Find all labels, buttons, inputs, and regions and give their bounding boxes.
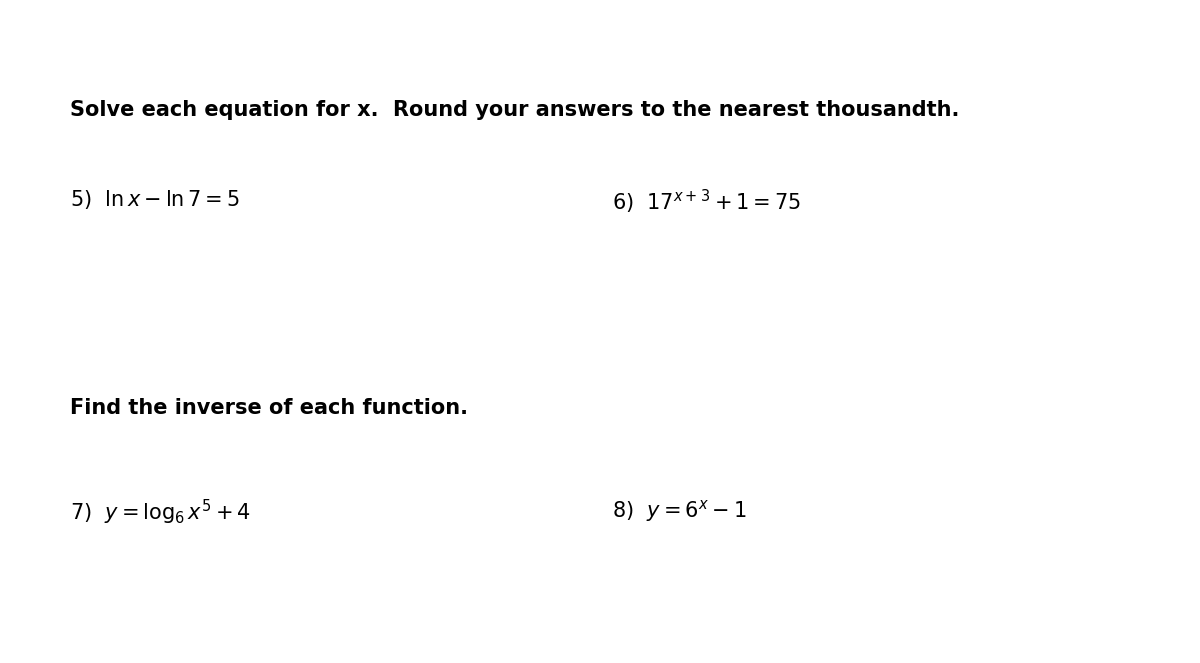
Text: Solve each equation for x.  Round your answers to the nearest thousandth.: Solve each equation for x. Round your an… xyxy=(70,100,959,120)
Text: 8)  $y = 6^{x} - 1$: 8) $y = 6^{x} - 1$ xyxy=(612,498,746,524)
Text: 7)  $y = \mathrm{log}_{6}\, x^5 + 4$: 7) $y = \mathrm{log}_{6}\, x^5 + 4$ xyxy=(70,498,251,527)
Text: Find the inverse of each function.: Find the inverse of each function. xyxy=(70,398,468,418)
Text: 6)  $17^{x+3} + 1 = 75$: 6) $17^{x+3} + 1 = 75$ xyxy=(612,188,802,216)
Text: 5)  $\mathrm{ln}\, x - \mathrm{ln}\, 7 = 5$: 5) $\mathrm{ln}\, x - \mathrm{ln}\, 7 = … xyxy=(70,188,239,211)
